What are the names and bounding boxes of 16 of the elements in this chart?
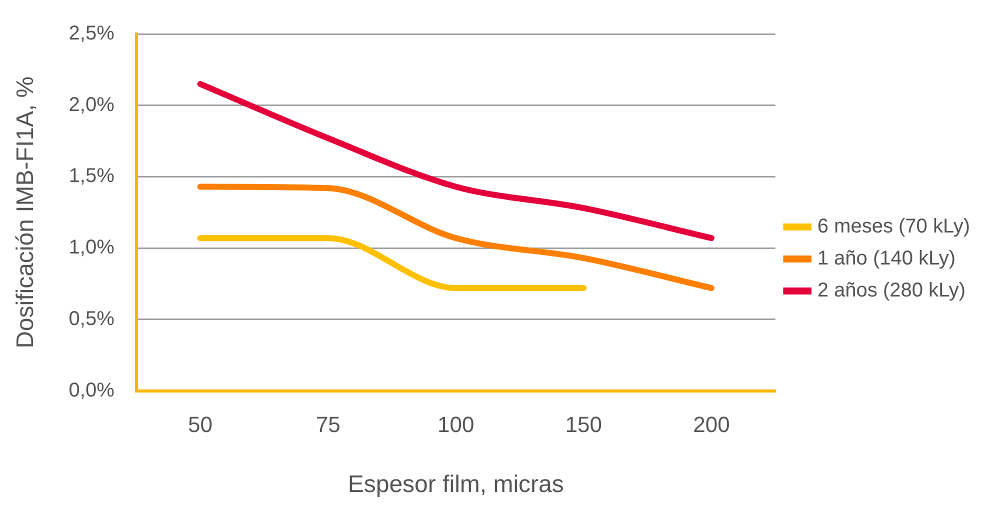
y-tick-label: 2,5% [68, 22, 115, 45]
y-tick-label: 2,0% [68, 94, 115, 116]
legend-label: 6 meses (70 kLy) [817, 216, 970, 238]
y-tick-label: 0,0% [68, 379, 115, 402]
x-tick-label: 75 [316, 412, 340, 438]
y-tick-label: 0,5% [68, 308, 115, 330]
x-tick-label: 100 [438, 412, 474, 438]
legend-label: 1 año (140 kLy) [817, 248, 956, 270]
legend-label: 2 años (280 kLy) [817, 280, 966, 302]
y-tick-label: 1,5% [68, 165, 115, 188]
x-tick-label: 150 [565, 412, 602, 438]
y-tick-label: 1,0% [68, 236, 115, 259]
x-tick-label: 50 [188, 412, 213, 438]
x-axis-title: Espesor film, micras [348, 471, 564, 498]
y-axis-title: Dosificación IMB-FI1A, % [12, 76, 40, 348]
x-tick-label: 200 [693, 412, 730, 438]
